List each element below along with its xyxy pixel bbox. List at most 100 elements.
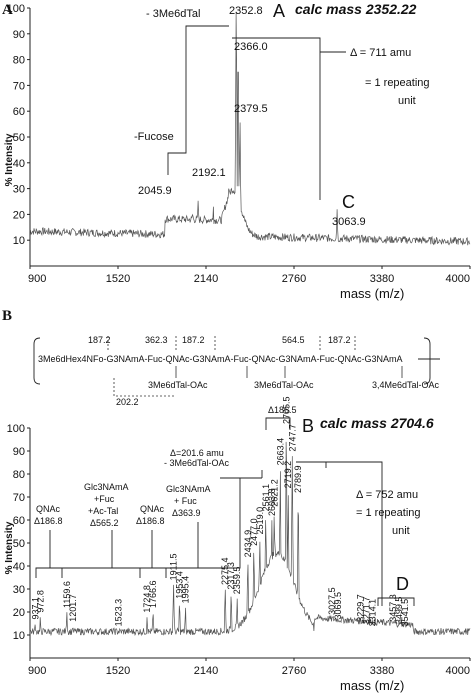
y-tick-label: 40 — [13, 561, 25, 573]
x-tick-label: 2140 — [194, 665, 218, 677]
structure-mass-564-5: 564.5 — [282, 335, 305, 345]
peak-label-b: 2317.3 — [226, 562, 236, 590]
structure-mass-187-2-a: 187.2 — [88, 335, 111, 345]
y-tick-label: 70 — [13, 492, 25, 504]
y-tick-label: 50 — [13, 538, 25, 550]
structure-mass-187-2-c: 187.2 — [328, 335, 351, 345]
structure-branch-links — [175, 366, 403, 378]
peak-label-b: 1953.4 — [175, 571, 185, 599]
x-tick-label: 3380 — [370, 273, 394, 285]
repeat-unit-line1-a: = 1 repeating — [365, 77, 430, 89]
structure-left-bracket — [33, 337, 41, 385]
delta-711-label: Δ = 711 amu — [350, 47, 411, 59]
peak-label-b: 3314.1 — [368, 599, 378, 627]
peak-label-b: 2519.0 — [255, 507, 265, 535]
structure-cleavage-lines — [107, 336, 356, 352]
y-tick-label: 70 — [13, 80, 25, 92]
panel-b: B 3Me6dHex4NFo-G3NAmA-Fuc-QNAc-G3NAmA-Fu… — [2, 308, 471, 693]
structure-right-bracket — [423, 337, 431, 385]
y-tick-label: 20 — [13, 209, 25, 221]
peak-label-2379-5: 2379.5 — [234, 103, 268, 115]
peak-label-b: 1201.7 — [68, 594, 78, 622]
marker-b: B — [302, 416, 314, 436]
peak-label-2192-1: 2192.1 — [192, 167, 226, 179]
peak-label-b: 1911.5 — [169, 554, 179, 581]
peak-label-2366-0: 2366.0 — [234, 41, 268, 53]
y-tick-label: 10 — [13, 630, 25, 642]
structure-mass-202-2-bracket — [113, 378, 176, 397]
peak-label-b: 3541.5 — [400, 599, 410, 627]
marker-a: A — [273, 1, 285, 21]
y-tick-label: 80 — [13, 469, 25, 481]
glc-fuc-delta: Δ363.9 — [172, 508, 201, 518]
panel-b-x-ticks: 900 1520 2140 2760 3380 4000 — [28, 658, 471, 677]
y-tick-label: 30 — [13, 184, 25, 196]
structure-branch-1: 3Me6dTal-OAc — [148, 380, 208, 390]
glc-ac-line2: +Fuc — [94, 494, 115, 504]
peak-label-b: 3069.5 — [333, 592, 343, 620]
peak-label-b: 2719.2 — [283, 461, 293, 489]
y-tick-label: 80 — [13, 55, 25, 67]
y-tick-label: 60 — [13, 515, 25, 527]
delta-201-6-line2: - 3Me6dTal-OAc — [164, 458, 230, 468]
y-tick-label: 90 — [13, 446, 25, 458]
panel-a-letter: A — [2, 2, 13, 18]
y-tick-label: 40 — [13, 158, 25, 170]
delta-201-6-line1: Δ=201.6 amu — [170, 448, 224, 458]
glc-ac-line1: Glc3NAmA — [84, 482, 129, 492]
y-tick-label: 90 — [13, 29, 25, 41]
structure-branch-3: 3,4Me6dTal-OAc — [372, 380, 440, 390]
calc-mass-b: calc mass 2704.6 — [320, 415, 434, 431]
panel-a-y-ticks: 10 20 30 40 50 60 70 80 90 100 — [7, 3, 30, 247]
repeat-unit-line1-b: = 1 repeating — [356, 507, 421, 519]
structure-branch-2: 3Me6dTal-OAc — [254, 380, 314, 390]
peak-label-b: 2359.5 — [232, 567, 242, 595]
panel-a-ylabel: % Intensity — [4, 133, 15, 186]
y-tick-label: 100 — [7, 423, 25, 435]
loss-3me6dtal-label: - 3Me6dTal — [146, 8, 200, 20]
panel-a-spectrum-trace — [29, 12, 471, 246]
fucose-loss-label: -Fucose — [134, 131, 174, 143]
peak-label-b: 2705.5 — [281, 396, 291, 424]
delta-201-6-bracket — [220, 470, 263, 479]
peak-label-b: 2603.8 — [267, 488, 277, 516]
peak-label-2352-8: 2352.8 — [229, 5, 263, 17]
peak-label-b: 2747.7 — [287, 424, 297, 452]
x-tick-label: 2140 — [194, 273, 218, 285]
qnac-mid-label: QNAc — [140, 504, 165, 514]
x-tick-label: 2760 — [282, 665, 306, 677]
marker-d-bracket — [377, 597, 415, 606]
delta-186-5-bracket — [265, 417, 291, 430]
peak-label-b: 1766.6 — [148, 580, 158, 608]
loss-3me6dtal-bracket — [185, 25, 229, 42]
peak-label-b: 3027.5 — [327, 587, 337, 615]
delta-186-5-label: Δ186.5 — [268, 405, 297, 415]
glycan-structure-diagram: 3Me6dHex4NFo-G3NAmA-Fuc-QNAc-G3NAmA-Fuc-… — [33, 335, 440, 407]
peak-label-b: 3499.5 — [394, 597, 404, 625]
peak-label-2045-9: 2045.9 — [138, 185, 172, 197]
peak-label-b: 972.8 — [35, 590, 45, 613]
y-tick-label: 10 — [13, 235, 25, 247]
x-tick-label: 1520 — [106, 273, 130, 285]
x-tick-label: 4000 — [446, 665, 470, 677]
y-tick-label: 100 — [7, 3, 25, 15]
qnac-left-label: QNAc — [36, 504, 61, 514]
structure-main-chain: 3Me6dHex4NFo-G3NAmA-Fuc-QNAc-G3NAmA-Fuc-… — [38, 354, 403, 364]
calc-mass-a: calc mass 2352.22 — [295, 1, 417, 17]
repeat-unit-bracket-a — [232, 37, 321, 200]
marker-c: C — [342, 192, 355, 212]
panel-a-x-ticks: 900 1520 2140 2760 3380 4000 — [28, 266, 471, 285]
peak-label-b: 1159.6 — [62, 581, 72, 608]
x-tick-label: 2760 — [282, 273, 306, 285]
panel-b-y-ticks: 10 20 30 40 50 60 70 80 90 100 — [7, 423, 30, 642]
glc-fuc-line1: Glc3NAmA — [166, 484, 211, 494]
panel-a: A % Intensity 10 20 30 40 50 60 70 80 90 100 900 1… — [2, 1, 471, 301]
panel-b-spectrum-trace — [29, 441, 471, 637]
x-tick-label: 900 — [28, 273, 46, 285]
y-tick-label: 60 — [13, 106, 25, 118]
y-tick-label: 50 — [13, 132, 25, 144]
panel-b-fragment-ladder — [35, 477, 248, 578]
repeat-unit-bracket-b — [296, 461, 383, 606]
delta-752-label: Δ = 752 amu — [356, 489, 418, 501]
